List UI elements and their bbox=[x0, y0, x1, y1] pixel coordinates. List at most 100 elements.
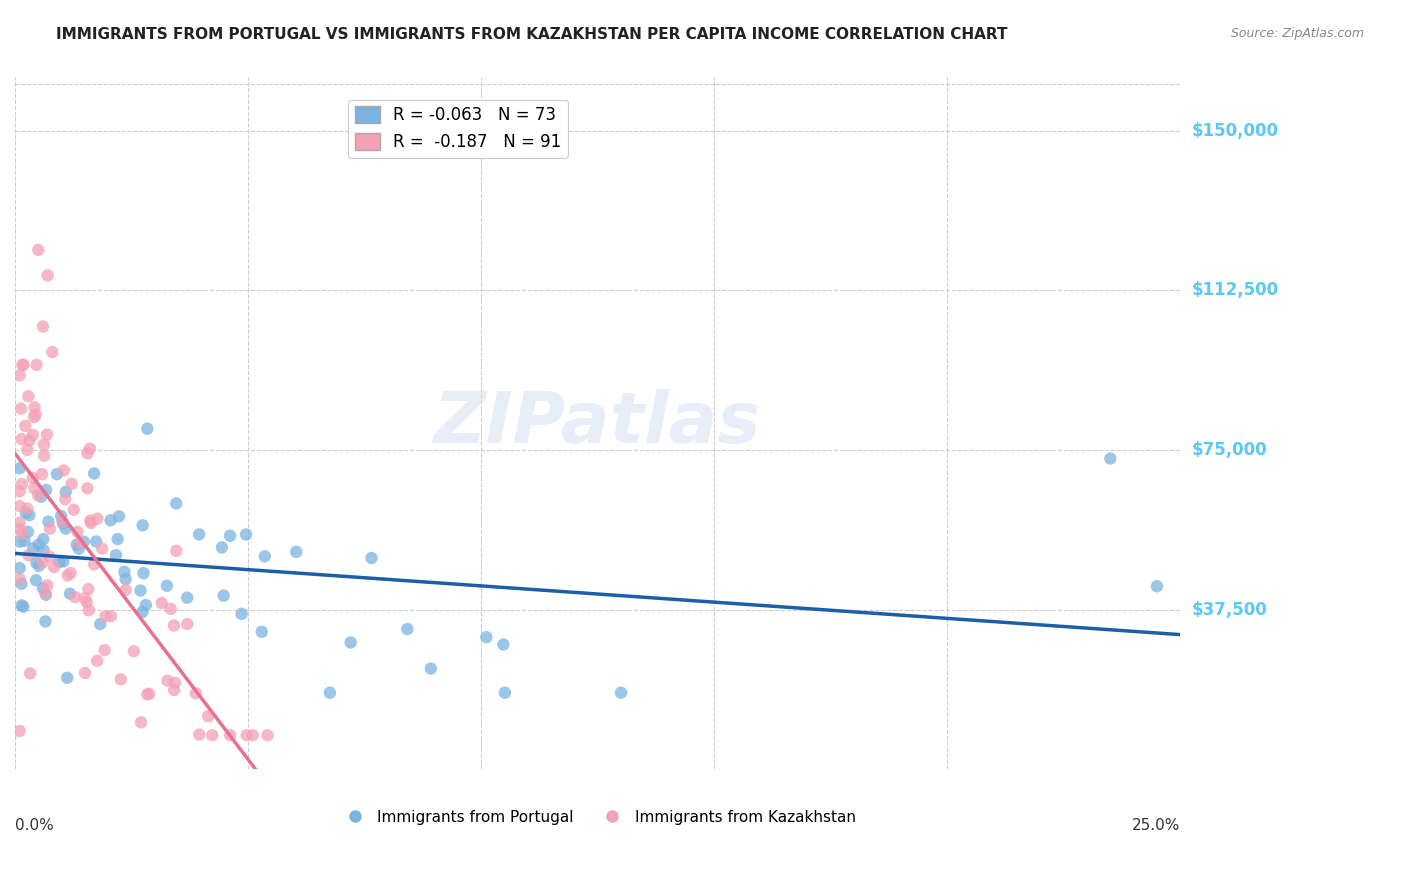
Point bbox=[13, 533, 35, 548]
Point bbox=[176, 591, 198, 605]
Point bbox=[34, 586, 56, 600]
Text: Source: ZipAtlas.com: Source: ZipAtlas.com bbox=[1230, 27, 1364, 40]
Point bbox=[22, 410, 45, 425]
Point bbox=[11, 358, 34, 372]
Point bbox=[17, 548, 39, 562]
Text: $112,500: $112,500 bbox=[1191, 281, 1278, 300]
Point bbox=[17, 389, 39, 403]
Point bbox=[319, 686, 342, 700]
Point bbox=[13, 599, 35, 614]
Point bbox=[135, 598, 157, 612]
Point bbox=[77, 603, 100, 617]
Point bbox=[59, 587, 82, 601]
Point bbox=[1099, 451, 1122, 466]
Point bbox=[38, 549, 60, 564]
Point bbox=[59, 566, 82, 580]
Point bbox=[219, 728, 242, 742]
Point bbox=[31, 556, 53, 570]
Point bbox=[91, 541, 114, 556]
Point bbox=[35, 427, 58, 442]
Point bbox=[8, 484, 31, 499]
Point bbox=[250, 624, 273, 639]
Text: $37,500: $37,500 bbox=[1191, 600, 1267, 619]
Point bbox=[100, 513, 122, 527]
Point bbox=[86, 511, 108, 525]
Point bbox=[52, 516, 75, 531]
Point bbox=[1146, 579, 1168, 593]
Point bbox=[41, 345, 63, 359]
Point bbox=[25, 573, 48, 587]
Point bbox=[18, 434, 41, 448]
Point bbox=[60, 476, 83, 491]
Point bbox=[67, 541, 90, 556]
Point bbox=[150, 596, 173, 610]
Point bbox=[55, 522, 77, 536]
Point bbox=[66, 524, 89, 539]
Point bbox=[32, 437, 55, 451]
Point bbox=[86, 654, 108, 668]
Point bbox=[138, 687, 160, 701]
Point bbox=[15, 501, 38, 516]
Point bbox=[112, 565, 135, 579]
Point bbox=[63, 590, 86, 604]
Point bbox=[475, 630, 498, 644]
Point bbox=[219, 529, 242, 543]
Point bbox=[13, 358, 35, 372]
Point bbox=[48, 555, 70, 569]
Point bbox=[22, 541, 45, 556]
Point bbox=[75, 665, 97, 680]
Point bbox=[35, 483, 58, 497]
Point bbox=[34, 615, 56, 629]
Point bbox=[18, 508, 41, 523]
Point bbox=[18, 666, 41, 681]
Point bbox=[69, 536, 91, 550]
Point bbox=[242, 728, 264, 742]
Point bbox=[79, 442, 101, 456]
Point bbox=[37, 268, 59, 283]
Point bbox=[73, 534, 96, 549]
Point bbox=[108, 509, 131, 524]
Point bbox=[62, 502, 84, 516]
Point bbox=[84, 534, 107, 549]
Point bbox=[211, 541, 233, 555]
Point bbox=[17, 524, 39, 539]
Point bbox=[37, 515, 59, 529]
Point bbox=[10, 432, 32, 446]
Point bbox=[24, 401, 46, 415]
Point bbox=[25, 408, 48, 422]
Point bbox=[114, 572, 136, 586]
Point bbox=[83, 467, 105, 481]
Point bbox=[8, 522, 31, 536]
Point bbox=[73, 591, 96, 606]
Point bbox=[80, 516, 103, 530]
Point bbox=[25, 556, 48, 570]
Point bbox=[360, 551, 382, 566]
Point bbox=[32, 581, 55, 595]
Text: $75,000: $75,000 bbox=[1191, 441, 1267, 459]
Point bbox=[14, 506, 37, 520]
Point bbox=[49, 508, 72, 523]
Point bbox=[114, 582, 136, 597]
Point bbox=[235, 527, 257, 541]
Point bbox=[188, 527, 211, 541]
Point bbox=[136, 687, 159, 701]
Point bbox=[27, 488, 49, 502]
Point bbox=[32, 543, 55, 558]
Point bbox=[256, 728, 278, 742]
Point bbox=[235, 728, 257, 742]
Point bbox=[156, 673, 179, 688]
Point bbox=[52, 463, 75, 477]
Point bbox=[184, 686, 207, 700]
Point bbox=[28, 558, 51, 573]
Point bbox=[8, 368, 31, 383]
Text: 25.0%: 25.0% bbox=[1132, 818, 1180, 833]
Point bbox=[176, 617, 198, 632]
Point bbox=[165, 544, 187, 558]
Point bbox=[132, 566, 155, 581]
Point bbox=[31, 467, 53, 482]
Point bbox=[55, 485, 77, 500]
Point bbox=[52, 554, 75, 568]
Point bbox=[253, 549, 276, 564]
Point bbox=[53, 492, 76, 507]
Point bbox=[122, 644, 145, 658]
